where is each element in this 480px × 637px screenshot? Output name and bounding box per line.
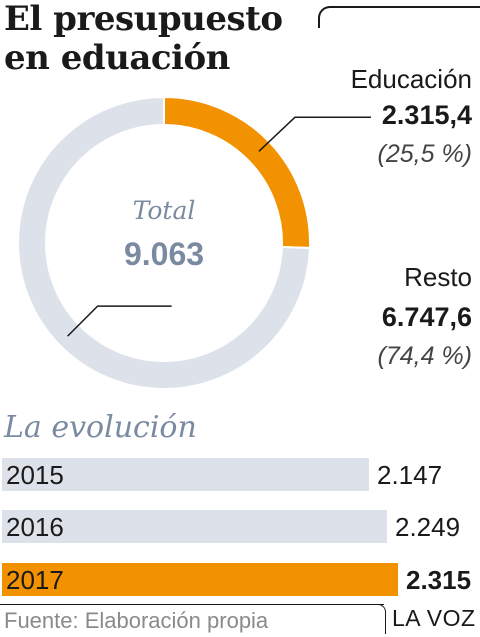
- footer-divider-hook: [376, 604, 386, 634]
- footer-divider: [0, 604, 384, 605]
- slice-percent-resto: (74,4 %): [377, 342, 472, 370]
- slice-percent-educacion: (25,5 %): [377, 140, 472, 168]
- evolution-title: La evolución: [4, 410, 197, 445]
- leader-line-resto: [67, 305, 172, 337]
- donut-center-value: 9.063: [123, 236, 205, 272]
- bar-category-label: 2017: [6, 565, 64, 595]
- leader-line-educacion: [258, 116, 371, 152]
- bar-row-2017: 2017 2.315: [2, 563, 478, 596]
- bar-value-label: 2.147: [377, 460, 443, 490]
- donut-slice-resto: [17, 95, 311, 390]
- source-note: Fuente: Elaboración propia: [4, 608, 269, 633]
- donut-center-label: Total: [132, 196, 196, 225]
- bar-2016: [2, 510, 387, 543]
- bar-row-2016: 2016 2.249: [2, 510, 478, 543]
- bar-value-label: 2.315: [406, 565, 472, 595]
- bar-category-label: 2015: [6, 460, 64, 490]
- slice-value-educacion: 2.315,4: [381, 100, 472, 130]
- slice-label-resto: Resto: [404, 262, 472, 292]
- bar-row-2015: 2015 2.147: [2, 458, 478, 491]
- bar-value-label: 2.249: [395, 512, 461, 542]
- brand-logo: LA VOZ: [392, 605, 476, 631]
- chart-title: El presupuesto en eduación: [4, 0, 283, 78]
- slice-value-resto: 6.747,6: [381, 302, 472, 332]
- bar-2015: [2, 458, 369, 491]
- bar-2017: [2, 563, 398, 596]
- slice-label-educacion: Educación: [350, 64, 472, 94]
- donut-chart: [17, 95, 371, 390]
- donut-slice-educacion: [163, 95, 311, 250]
- corner-decoration: [318, 6, 480, 28]
- bar-category-label: 2016: [6, 512, 64, 542]
